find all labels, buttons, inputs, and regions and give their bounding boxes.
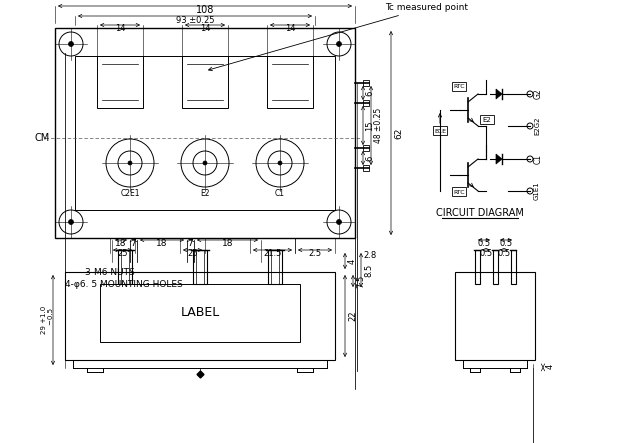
Bar (455, 272, 535, 360)
Text: E2: E2 (200, 189, 209, 198)
Circle shape (337, 219, 342, 225)
Text: CM: CM (35, 133, 50, 143)
Bar (193, 250, 207, 284)
Bar (475, 250, 480, 284)
Bar (268, 250, 282, 284)
Bar (363, 165, 369, 171)
Bar (65, 272, 335, 360)
Text: 29 +1.0
    −0.5: 29 +1.0 −0.5 (41, 306, 54, 334)
Text: 4: 4 (546, 363, 555, 369)
Text: B1E: B1E (434, 128, 446, 133)
Text: 2.5: 2.5 (308, 249, 321, 257)
Text: 6: 6 (365, 90, 374, 96)
Text: 62: 62 (394, 127, 403, 139)
Text: 18: 18 (156, 238, 168, 248)
Text: E2: E2 (482, 117, 491, 123)
Text: 0.5: 0.5 (499, 238, 513, 248)
Text: 7: 7 (187, 238, 193, 248)
Text: 4-φ6. 5 MOUNTING HOLES: 4-φ6. 5 MOUNTING HOLES (65, 280, 183, 289)
Text: 4: 4 (348, 258, 357, 264)
Bar (97, 56, 143, 108)
Text: LABEL: LABEL (181, 307, 220, 319)
Text: 14: 14 (200, 23, 210, 32)
Bar (75, 56, 335, 210)
Text: 0.5: 0.5 (498, 249, 511, 257)
Text: 8.5: 8.5 (364, 264, 373, 276)
Text: 18: 18 (222, 238, 233, 248)
Circle shape (203, 161, 207, 165)
Text: CIRCUIT DIAGRAM: CIRCUIT DIAGRAM (436, 208, 524, 218)
Text: G1E1: G1E1 (534, 182, 540, 200)
Text: 25: 25 (187, 249, 198, 257)
Circle shape (69, 219, 74, 225)
Bar (452, 187, 466, 196)
Text: 18: 18 (115, 238, 127, 248)
Bar (55, 28, 355, 238)
Text: 0.5: 0.5 (477, 238, 491, 248)
Text: RTC: RTC (453, 83, 465, 89)
Text: C1: C1 (275, 189, 285, 198)
Text: C2E1: C2E1 (120, 189, 140, 198)
Bar (118, 250, 132, 284)
Bar (363, 145, 369, 151)
Text: 3-M6 NUTS: 3-M6 NUTS (85, 268, 135, 277)
Text: RTC: RTC (453, 190, 465, 194)
Polygon shape (496, 89, 502, 99)
Text: 48 ±0.25: 48 ±0.25 (374, 108, 383, 143)
Circle shape (337, 42, 342, 47)
Text: 7: 7 (131, 238, 136, 248)
Bar (452, 82, 466, 91)
Bar (480, 115, 494, 124)
Text: E2G2: E2G2 (534, 117, 540, 135)
Text: 0.5: 0.5 (479, 249, 493, 257)
Bar (267, 56, 313, 108)
Text: 14: 14 (114, 23, 125, 32)
Text: 7.5: 7.5 (356, 274, 365, 288)
Polygon shape (496, 154, 502, 164)
Bar (182, 56, 228, 108)
Bar (493, 250, 498, 284)
Circle shape (128, 161, 132, 165)
Text: 21.5: 21.5 (264, 249, 282, 257)
Bar (511, 250, 516, 284)
Bar (363, 80, 369, 86)
Circle shape (69, 42, 74, 47)
Text: 93 ±0.25: 93 ±0.25 (175, 16, 214, 24)
Text: 15: 15 (365, 120, 374, 131)
Text: Tc measured point: Tc measured point (209, 3, 468, 71)
Text: 25: 25 (117, 249, 128, 257)
Text: 6: 6 (365, 155, 374, 161)
Text: 2.8: 2.8 (363, 250, 376, 260)
Circle shape (278, 161, 282, 165)
Bar (100, 284, 300, 342)
Text: 108: 108 (196, 5, 214, 15)
Bar (433, 126, 447, 135)
Text: 14: 14 (285, 23, 295, 32)
Bar (363, 100, 369, 106)
Text: 22: 22 (348, 311, 357, 321)
Text: G2: G2 (534, 89, 543, 99)
Text: C1: C1 (534, 154, 543, 164)
